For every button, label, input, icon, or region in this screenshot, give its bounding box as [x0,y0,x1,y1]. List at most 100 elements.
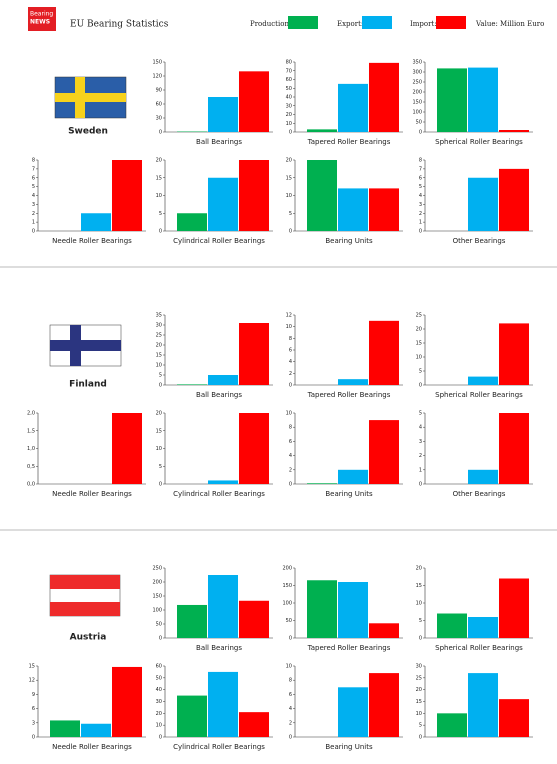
chart-title: Needle Roller Bearings [52,490,132,498]
y-tick-label: 0 [289,130,292,136]
y-tick-label: 3 [419,202,422,208]
y-tick-label: 5 [289,211,292,217]
y-tick-label: 6 [289,692,292,698]
y-tick-label: 40 [156,687,162,693]
country-name: Sweden [68,127,108,137]
bar [239,71,269,132]
bar [208,177,238,231]
y-tick-label: 6 [289,348,292,354]
y-tick-label: 1 [32,220,35,226]
y-tick-label: 5 [419,723,422,729]
bar [177,695,207,737]
y-tick-label: 5 [159,464,162,470]
y-tick-label: 4 [289,359,292,365]
legend-note: Value: Million Euro [475,20,544,28]
bar [468,67,498,132]
y-tick-label: 250 [152,566,162,572]
y-tick-label: 200 [152,580,162,586]
bar [177,384,207,385]
chart-title: Cylindrical Roller Bearings [173,490,265,498]
y-tick-label: 7 [32,166,35,172]
y-tick-label: 60 [286,77,292,83]
y-tick-label: 60 [156,664,162,670]
y-tick-label: 0 [419,229,422,235]
y-tick-label: 0 [419,482,422,488]
bar [239,160,269,231]
bar [307,580,337,638]
y-tick-label: 10 [156,723,162,729]
y-tick-label: 0 [289,482,292,488]
y-tick-label: 1 [419,467,422,473]
y-tick-label: 9 [32,692,35,698]
y-tick-label: 10 [156,446,162,452]
y-tick-label: 25 [156,333,162,339]
y-tick-label: 20 [156,411,162,417]
y-tick-label: 150 [152,60,162,66]
y-tick-label: 350 [412,60,422,66]
y-tick-label: 15 [416,341,422,347]
y-tick-label: 4 [419,425,422,431]
y-tick-label: 1,5 [27,428,35,434]
chart-title: Spherical Roller Bearings [435,391,523,399]
legend-swatch [436,16,466,29]
y-tick-label: 4 [289,453,292,459]
y-tick-label: 0 [289,735,292,741]
y-tick-label: 20 [416,566,422,572]
bar [239,413,269,484]
y-tick-label: 5 [419,618,422,624]
legend-label: Import: [410,20,437,28]
y-tick-label: 10 [416,711,422,717]
bar [369,420,399,484]
bar [437,713,467,737]
y-tick-label: 25 [416,313,422,319]
bar [177,213,207,231]
bar [208,671,238,737]
y-tick-label: 50 [156,622,162,628]
y-tick-label: 0 [419,130,422,136]
y-tick-label: 50 [416,120,422,126]
y-tick-label: 20 [416,687,422,693]
y-tick-label: 6 [32,706,35,712]
country-name: Austria [70,633,107,643]
y-tick-label: 0 [419,636,422,642]
y-tick-label: 15 [29,664,35,670]
y-tick-label: 2 [289,720,292,726]
bar [468,376,498,385]
y-tick-label: 2,0 [27,411,35,417]
y-tick-label: 100 [152,608,162,614]
bar [499,578,529,638]
y-tick-label: 0 [32,735,35,741]
bar [208,575,238,638]
y-tick-label: 0 [159,636,162,642]
y-tick-label: 3 [32,720,35,726]
y-tick-label: 6 [419,175,422,181]
bar [50,720,80,737]
y-tick-label: 200 [412,90,422,96]
y-tick-label: 0,5 [27,464,35,470]
bar [338,469,368,484]
chart-title: Ball Bearings [196,138,242,146]
bar [208,375,238,385]
chart-title: Spherical Roller Bearings [435,644,523,652]
y-tick-label: 30 [156,323,162,329]
y-tick-label: 20 [286,158,292,164]
y-tick-label: 15 [416,583,422,589]
bar [468,469,498,484]
y-tick-label: 10 [286,411,292,417]
chart-title: Ball Bearings [196,644,242,652]
y-tick-label: 2 [289,371,292,377]
y-tick-label: 4 [419,193,422,199]
chart-title: Bearing Units [325,237,373,245]
bar [499,323,529,385]
flag-sweden [54,76,127,119]
y-tick-label: 150 [152,594,162,600]
y-tick-label: 0 [289,383,292,389]
y-tick-label: 70 [286,68,292,74]
bar [307,129,337,132]
bar [338,83,368,132]
chart-title: Needle Roller Bearings [52,743,132,751]
y-tick-label: 120 [152,74,162,80]
bar [307,160,337,231]
bar [338,379,368,385]
